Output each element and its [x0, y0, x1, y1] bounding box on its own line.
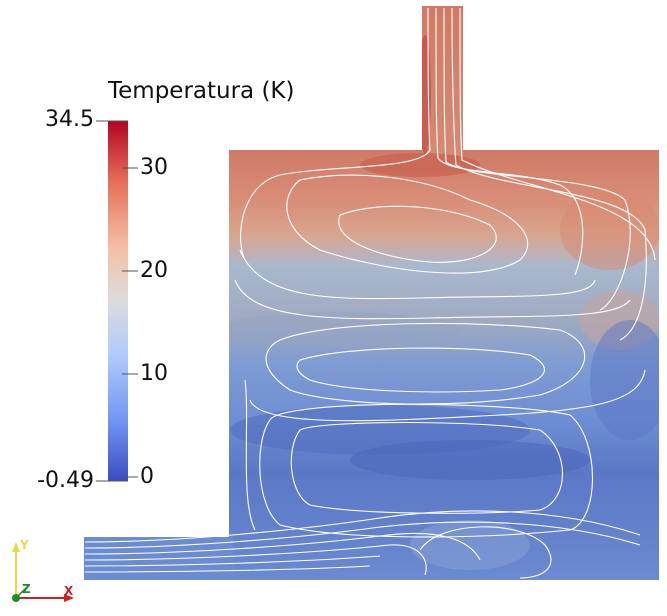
colorbar-gradient [108, 121, 128, 481]
colorbar-max-label: 34.5 [45, 107, 94, 132]
axis-y-label: Y [20, 538, 29, 552]
axis-x-label: X [64, 584, 74, 598]
colorbar-min-label: -0.49 [37, 468, 94, 493]
colorbar-title: Temperatura (K) [108, 78, 295, 104]
colorbar-ticks [96, 120, 138, 482]
colorbar-tick-30: 30 [140, 155, 168, 180]
temperature-field [84, 6, 659, 580]
streamlines [84, 7, 656, 579]
colorbar-tick-20: 20 [140, 258, 168, 283]
colorbar-tick-10: 10 [140, 361, 168, 386]
colorbar-tick-0: 0 [140, 464, 154, 489]
axis-z-label: Z [22, 582, 31, 596]
axes-triad [12, 542, 74, 602]
